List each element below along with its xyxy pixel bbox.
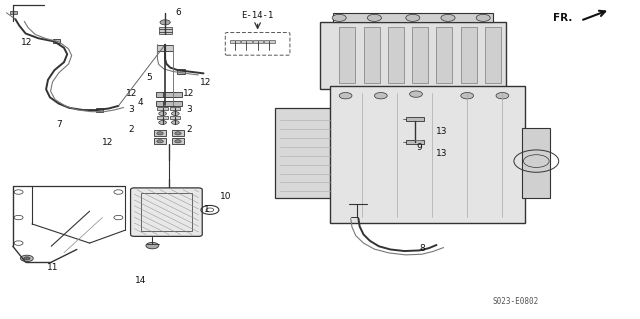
Text: 3: 3	[186, 105, 191, 114]
Bar	[156, 92, 175, 97]
Text: 2: 2	[186, 125, 191, 134]
Circle shape	[496, 93, 509, 99]
Circle shape	[175, 140, 181, 143]
Text: FR.: FR.	[554, 12, 573, 23]
Bar	[275, 108, 336, 198]
Bar	[320, 22, 506, 89]
Bar	[230, 40, 240, 43]
Text: 13: 13	[436, 127, 447, 136]
Text: 13: 13	[436, 149, 447, 158]
Bar	[163, 101, 182, 106]
Circle shape	[159, 121, 166, 124]
Circle shape	[157, 140, 163, 143]
Circle shape	[476, 14, 490, 21]
Circle shape	[146, 242, 159, 249]
Text: 10: 10	[220, 192, 231, 201]
Circle shape	[157, 132, 163, 135]
Bar	[157, 107, 168, 110]
Circle shape	[461, 93, 474, 99]
Bar	[522, 128, 550, 198]
Circle shape	[441, 14, 455, 21]
Bar	[96, 108, 102, 112]
Text: S023-E0802: S023-E0802	[492, 297, 538, 306]
Text: 2: 2	[129, 125, 134, 134]
Bar	[177, 70, 186, 73]
Bar	[461, 27, 477, 83]
Bar	[157, 45, 173, 51]
Text: 12: 12	[102, 138, 113, 147]
Bar	[406, 140, 424, 144]
Text: 5: 5	[147, 73, 152, 82]
Bar	[172, 138, 184, 144]
Text: 4: 4	[138, 98, 143, 107]
Text: 9: 9	[417, 143, 422, 152]
Text: 6: 6	[175, 8, 180, 17]
Bar	[159, 29, 172, 32]
Circle shape	[339, 93, 352, 99]
Text: 11: 11	[47, 263, 58, 272]
Bar	[10, 11, 17, 14]
FancyBboxPatch shape	[131, 188, 202, 236]
Bar	[156, 101, 175, 106]
Bar	[154, 130, 166, 136]
Circle shape	[172, 112, 179, 115]
Bar	[154, 138, 166, 144]
Bar	[172, 130, 184, 136]
Bar	[333, 13, 493, 22]
Text: 1: 1	[204, 205, 209, 214]
FancyBboxPatch shape	[225, 33, 290, 55]
Circle shape	[332, 14, 346, 21]
Bar	[364, 27, 380, 83]
Text: 12: 12	[183, 89, 195, 98]
Text: E-14-1: E-14-1	[241, 11, 274, 20]
Bar	[264, 40, 275, 43]
Bar	[170, 107, 180, 110]
Bar	[388, 27, 404, 83]
Text: 12: 12	[125, 89, 137, 98]
Circle shape	[24, 257, 30, 260]
Text: 3: 3	[129, 105, 134, 114]
Circle shape	[175, 132, 181, 135]
Bar	[330, 86, 525, 223]
Bar	[241, 40, 252, 43]
Text: 8: 8	[420, 244, 425, 253]
Bar	[170, 116, 180, 119]
Text: 12: 12	[21, 38, 33, 47]
Bar	[412, 27, 428, 83]
Text: 7: 7	[56, 120, 61, 129]
Circle shape	[374, 93, 387, 99]
Circle shape	[172, 121, 179, 124]
Bar	[141, 193, 192, 231]
Bar	[339, 27, 355, 83]
Circle shape	[20, 255, 33, 262]
Circle shape	[159, 112, 166, 115]
Bar	[253, 40, 263, 43]
Bar	[52, 39, 60, 43]
Circle shape	[410, 91, 422, 97]
Bar	[159, 27, 172, 29]
Circle shape	[367, 14, 381, 21]
Circle shape	[160, 20, 170, 25]
Text: 12: 12	[200, 78, 212, 87]
Bar	[436, 27, 452, 83]
Bar	[159, 32, 172, 34]
Text: 14: 14	[135, 276, 147, 285]
Bar	[163, 92, 182, 97]
Bar	[406, 117, 424, 121]
Bar	[157, 116, 168, 119]
Bar	[485, 27, 501, 83]
Circle shape	[406, 14, 420, 21]
